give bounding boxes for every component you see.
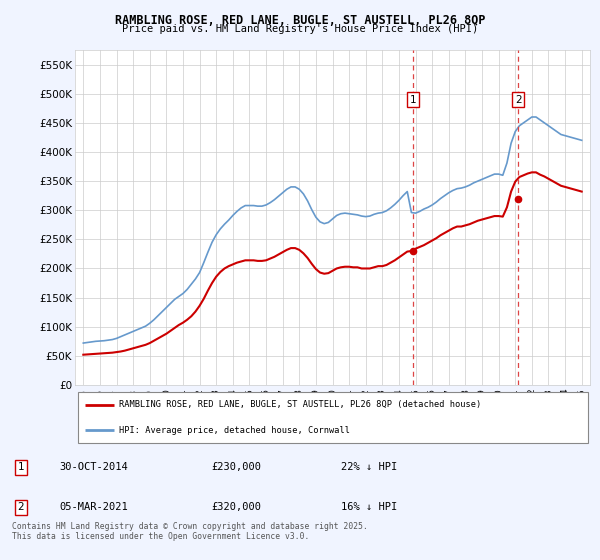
Text: £230,000: £230,000 — [212, 463, 262, 473]
Text: 1: 1 — [17, 463, 24, 473]
Text: Contains HM Land Registry data © Crown copyright and database right 2025.
This d: Contains HM Land Registry data © Crown c… — [12, 522, 368, 542]
Text: 30-OCT-2014: 30-OCT-2014 — [59, 463, 128, 473]
Text: £320,000: £320,000 — [212, 502, 262, 512]
Text: HPI: Average price, detached house, Cornwall: HPI: Average price, detached house, Corn… — [119, 426, 350, 435]
Text: RAMBLING ROSE, RED LANE, BUGLE, ST AUSTELL, PL26 8QP: RAMBLING ROSE, RED LANE, BUGLE, ST AUSTE… — [115, 14, 485, 27]
Text: Price paid vs. HM Land Registry's House Price Index (HPI): Price paid vs. HM Land Registry's House … — [122, 24, 478, 34]
Text: RAMBLING ROSE, RED LANE, BUGLE, ST AUSTELL, PL26 8QP (detached house): RAMBLING ROSE, RED LANE, BUGLE, ST AUSTE… — [119, 400, 481, 409]
Text: 1: 1 — [409, 95, 416, 105]
Text: 2: 2 — [515, 95, 521, 105]
Text: 16% ↓ HPI: 16% ↓ HPI — [341, 502, 397, 512]
Text: 2: 2 — [17, 502, 24, 512]
FancyBboxPatch shape — [77, 392, 589, 443]
Text: 22% ↓ HPI: 22% ↓ HPI — [341, 463, 397, 473]
Text: 05-MAR-2021: 05-MAR-2021 — [59, 502, 128, 512]
